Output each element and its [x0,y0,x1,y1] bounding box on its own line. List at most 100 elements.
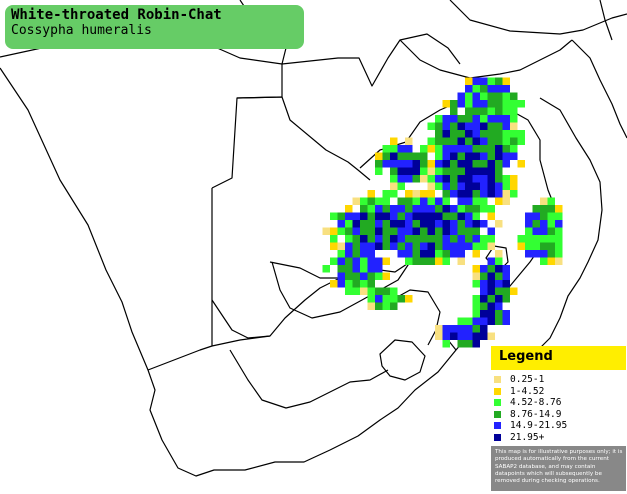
distribution-cell [495,317,503,325]
distribution-cell [367,295,375,303]
distribution-cell [495,287,503,295]
distribution-cell [480,272,488,280]
distribution-cell [442,205,450,213]
distribution-cell [450,152,458,160]
distribution-cell [510,152,518,160]
distribution-cell [457,122,465,130]
distribution-cell [375,152,383,160]
distribution-cell [360,280,368,288]
distribution-cell [457,257,465,265]
legend-header: Legend [491,346,626,370]
distribution-cell [345,287,353,295]
distribution-cell [487,317,495,325]
distribution-cell [480,167,488,175]
distribution-cell [472,130,480,138]
distribution-cell [390,152,398,160]
distribution-cell [367,272,375,280]
distribution-cell [495,152,503,160]
distribution-cell [472,182,480,190]
distribution-cell [487,152,495,160]
distribution-cell [427,137,435,145]
distribution-cell [472,227,480,235]
distribution-cell [405,295,413,303]
distribution-cell [382,257,390,265]
distribution-cell [352,220,360,228]
distribution-cell [465,325,473,333]
distribution-cell [427,190,435,198]
distribution-cell [405,167,413,175]
distribution-cell [472,190,480,198]
distribution-cell [487,280,495,288]
namibia-south-border [147,188,213,371]
distribution-cell [450,167,458,175]
distribution-cell [367,280,375,288]
distribution-cell [420,175,428,183]
distribution-cell [510,122,518,130]
distribution-cell [487,122,495,130]
distribution-cell [457,115,465,123]
distribution-cell [442,235,450,243]
distribution-cell [412,242,420,250]
distribution-cell [442,250,450,258]
distribution-cell [390,295,398,303]
distribution-cell [442,130,450,138]
distribution-cell [502,272,510,280]
distribution-cell [495,280,503,288]
distribution-cell [472,152,480,160]
distribution-cell [435,197,443,205]
distribution-cell [450,145,458,153]
distribution-cell [502,265,510,273]
distribution-cell [405,205,413,213]
distribution-cell [442,220,450,228]
distribution-cell [547,242,555,250]
distribution-cell [465,205,473,213]
distribution-cell [472,280,480,288]
distribution-cell [547,227,555,235]
distribution-cell [412,205,420,213]
distribution-cell [525,250,533,258]
distribution-cell [472,317,480,325]
distribution-cell [532,250,540,258]
distribution-cell [487,242,495,250]
distribution-cell [360,235,368,243]
distribution-cell [450,175,458,183]
distribution-cell [435,332,443,340]
distribution-cell [442,145,450,153]
distribution-cell [472,77,480,85]
distribution-cell [405,137,413,145]
distribution-cell [405,257,413,265]
distribution-cell [420,160,428,168]
distribution-cell [427,182,435,190]
distribution-cell [457,137,465,145]
distribution-cell [465,145,473,153]
distribution-cell [472,325,480,333]
distribution-cell [382,197,390,205]
distribution-cell [465,175,473,183]
distribution-cell [397,242,405,250]
distribution-cell [450,242,458,250]
distribution-cell [427,197,435,205]
distribution-cell [532,205,540,213]
distribution-cell [487,212,495,220]
distribution-cell [457,205,465,213]
distribution-cell [435,205,443,213]
distribution-cell [450,100,458,108]
distribution-cell [487,167,495,175]
distribution-cell [472,160,480,168]
distribution-cell [510,115,518,123]
distribution-cell [502,197,510,205]
distribution-cell [547,205,555,213]
distribution-cell [487,182,495,190]
distribution-cell [472,310,480,318]
distribution-cell [405,235,413,243]
distribution-cell [352,280,360,288]
distribution-cell [472,332,480,340]
distribution-cell [495,265,503,273]
distribution-cell [382,287,390,295]
distribution-cell [375,242,383,250]
distribution-cell [397,212,405,220]
distribution-cell [532,227,540,235]
legend-label: 8.76-14.9 [510,408,562,420]
distribution-cell [465,100,473,108]
